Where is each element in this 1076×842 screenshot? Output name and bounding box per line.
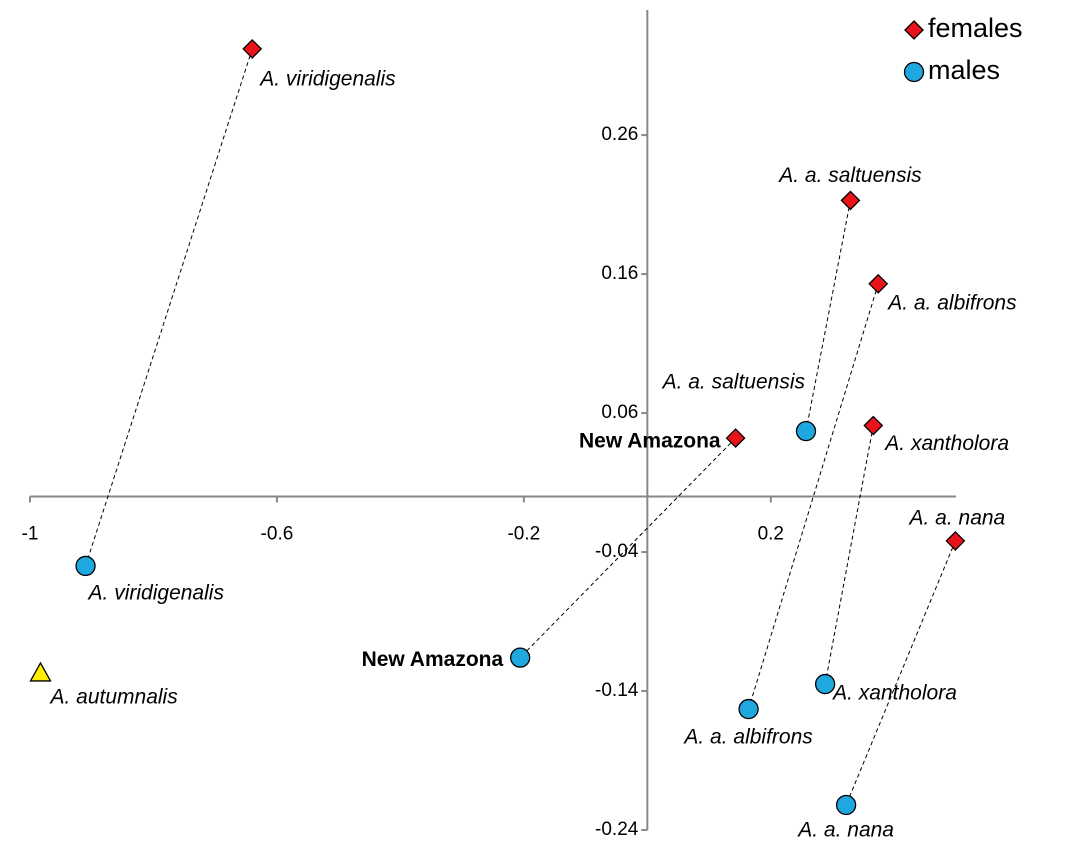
outgroup-point — [29, 661, 52, 682]
point-label: A. xantholora — [831, 682, 957, 705]
point — [738, 698, 759, 720]
point-label: A. a. nana — [908, 506, 1006, 529]
x-tick-label: 0.2 — [758, 523, 784, 544]
pair-line — [85, 48, 253, 567]
point — [242, 38, 263, 59]
point — [835, 794, 857, 816]
point-label: New Amazona — [362, 648, 504, 671]
point — [868, 273, 889, 294]
point-label: A. a. saltuensis — [661, 371, 806, 394]
legend-marker — [904, 20, 924, 40]
point-label: A. a. saltuensis — [777, 164, 922, 187]
point-label: New Amazona — [579, 430, 721, 453]
x-tick-label: -0.6 — [261, 523, 294, 544]
legend-label: males — [928, 55, 1000, 85]
point — [863, 415, 884, 436]
point — [814, 673, 836, 695]
point — [945, 530, 966, 551]
point-label: A. xantholora — [883, 432, 1009, 455]
pair-line — [845, 540, 956, 806]
y-tick-label: 0.26 — [601, 124, 638, 145]
pair-line — [805, 200, 851, 432]
y-tick-label: -0.14 — [595, 680, 639, 701]
point-label: A. a. albifrons — [886, 291, 1017, 314]
point — [725, 428, 746, 448]
pair-line — [519, 437, 736, 659]
point-label: A. autumnalis — [48, 685, 178, 708]
point-label: A. a. nana — [796, 819, 894, 842]
point — [510, 647, 531, 668]
point — [840, 190, 861, 211]
point — [75, 555, 96, 577]
pair-line — [824, 425, 874, 685]
point-label: A. viridigenalis — [258, 67, 396, 90]
y-tick-label: 0.06 — [601, 402, 638, 423]
point-label: A. a. albifrons — [682, 726, 813, 749]
y-tick-label: -0.04 — [595, 541, 639, 562]
legend-marker — [903, 61, 925, 83]
y-tick-label: 0.16 — [601, 263, 638, 284]
x-tick-label: -1 — [22, 523, 39, 544]
legend-label: females — [928, 13, 1023, 43]
point — [795, 420, 817, 442]
y-tick-label: -0.24 — [595, 819, 639, 840]
point-label: A. viridigenalis — [87, 581, 225, 604]
x-tick-label: -0.2 — [507, 523, 540, 544]
